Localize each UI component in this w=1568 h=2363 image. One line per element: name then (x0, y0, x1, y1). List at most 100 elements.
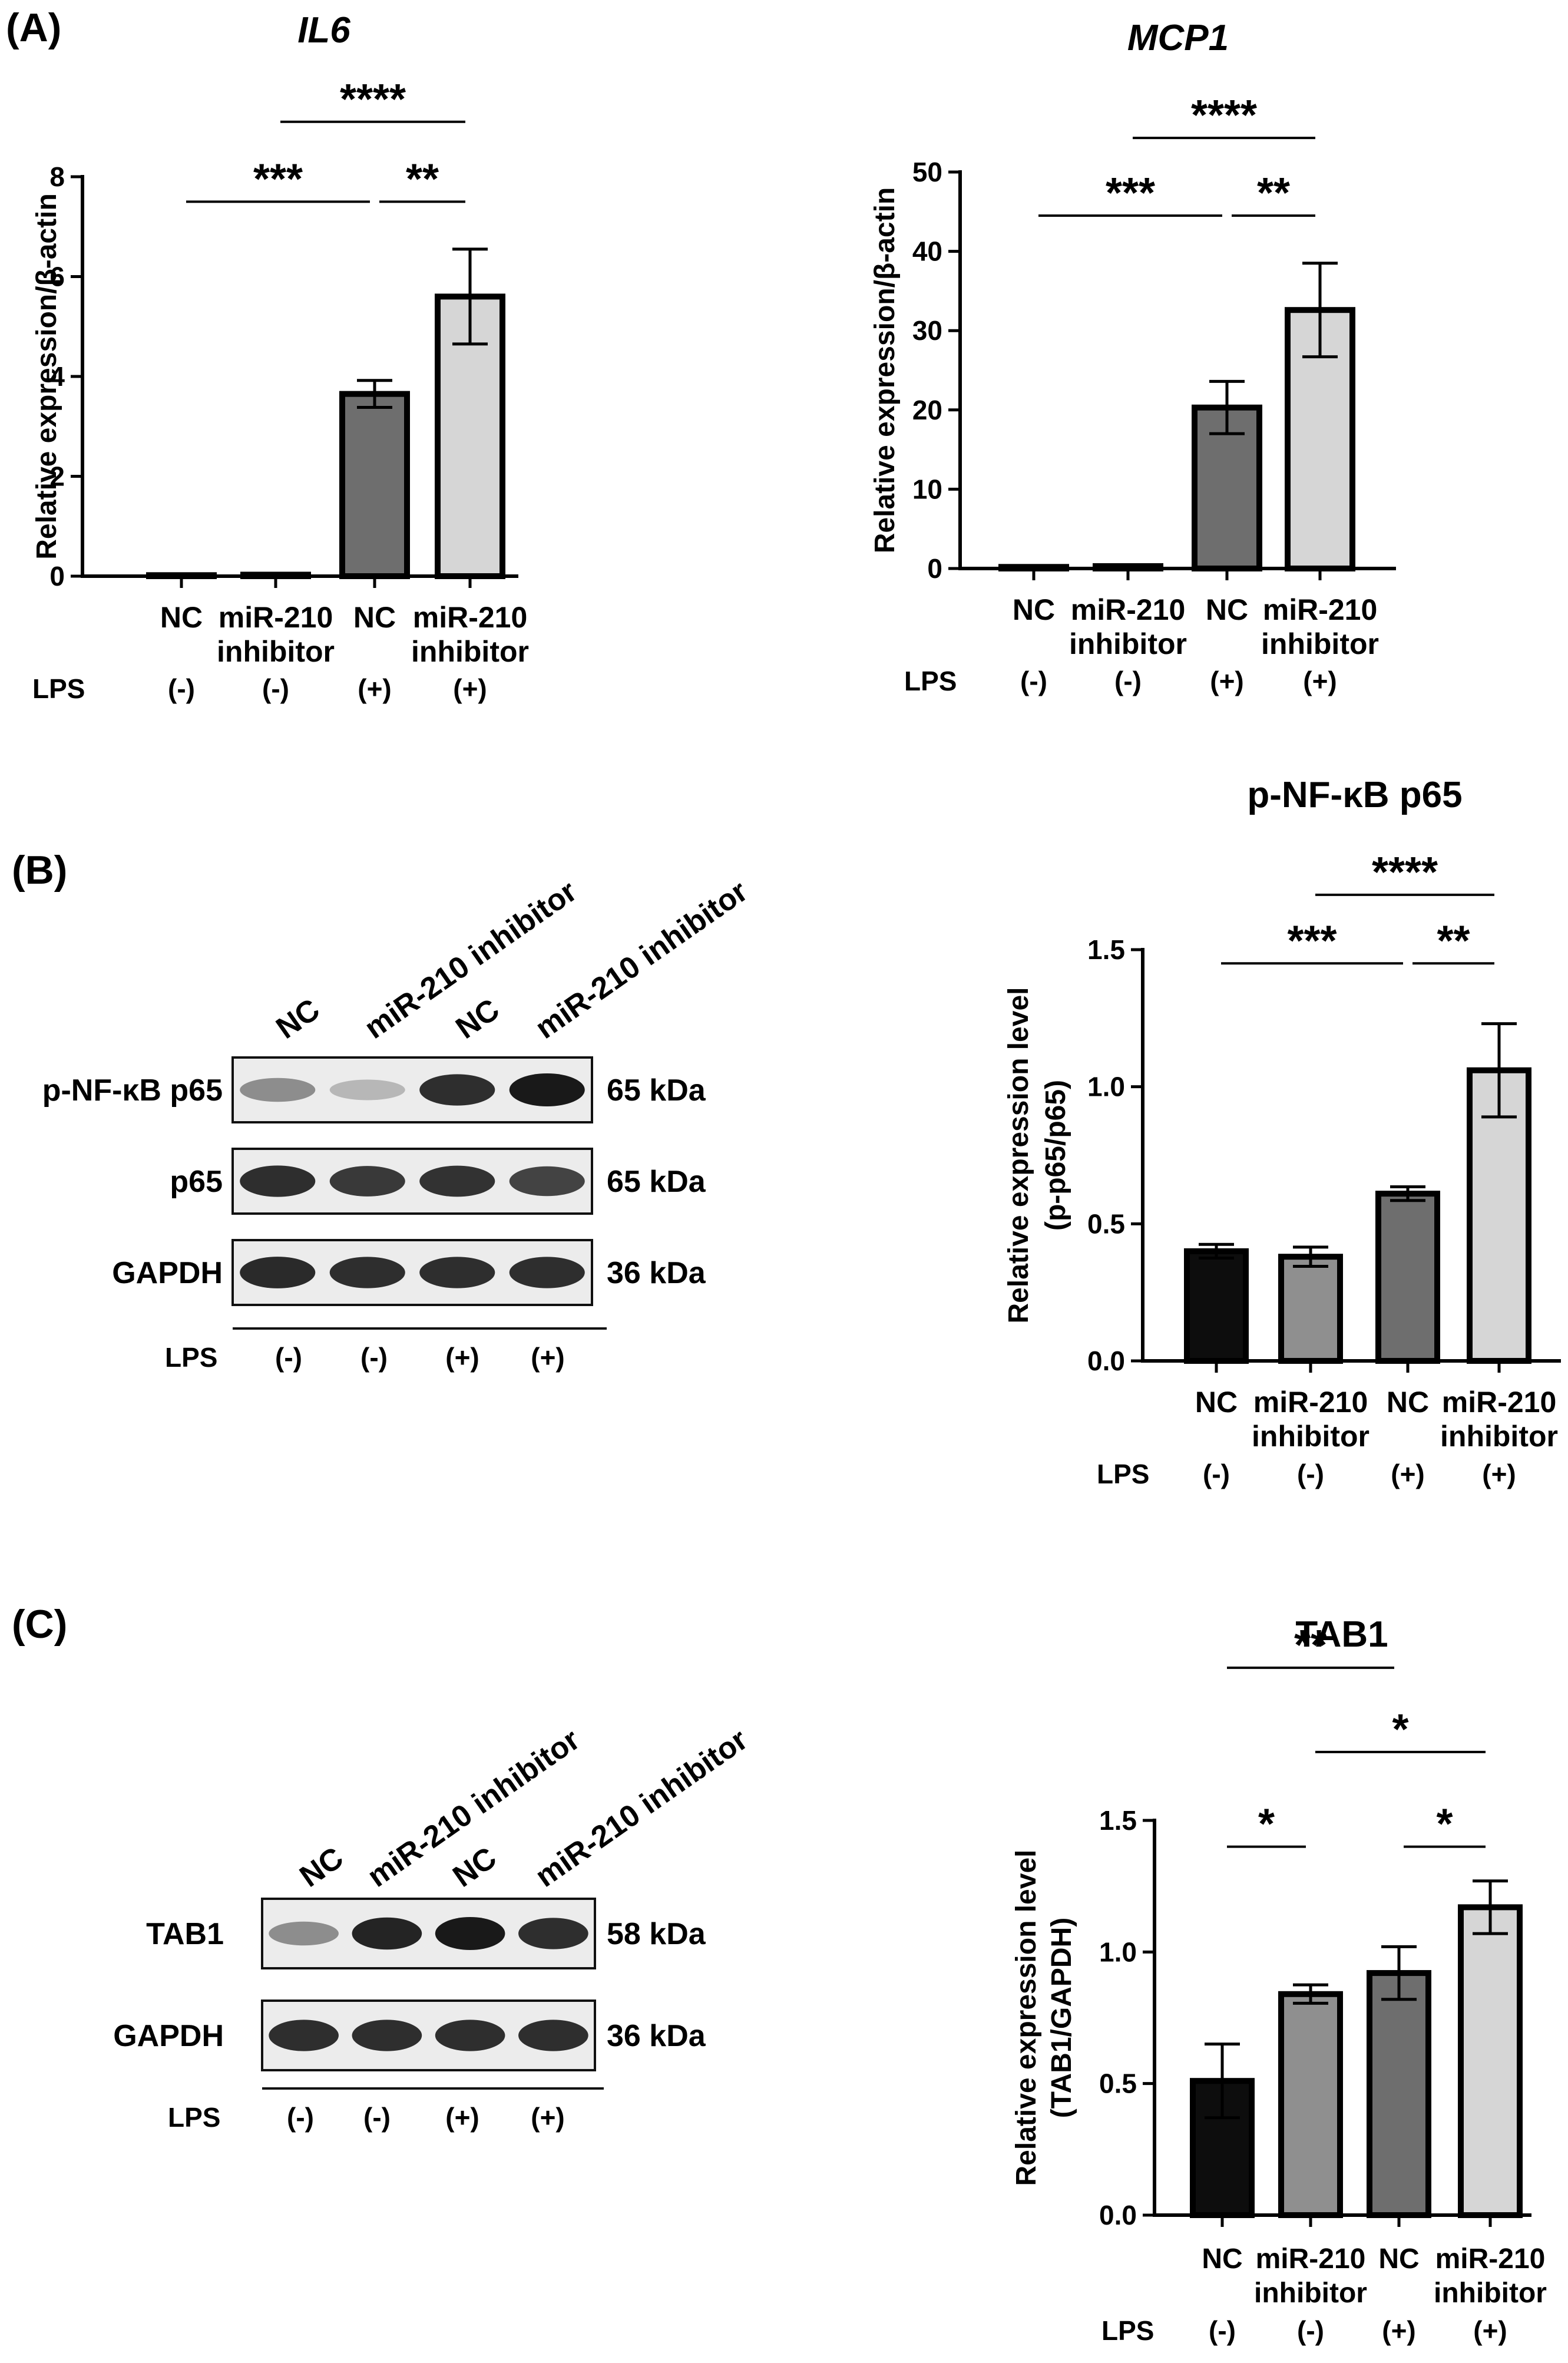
mcp1-bar (1093, 563, 1163, 571)
pnfkb-bar (1467, 1067, 1531, 1364)
blot-b-row-label: GAPDH (112, 1256, 223, 1290)
blot-c-band (518, 2020, 588, 2051)
mcp1-y-tick-label: 40 (912, 236, 942, 267)
pnfkb-significance-label: ** (1437, 917, 1470, 964)
chart-tab1: TAB1 Relative expression level (TAB1/GAPDH… (1011, 1614, 1547, 2346)
il6-category-label: miR-210 (219, 601, 333, 634)
pnfkb-category-label: NC (1195, 1386, 1238, 1419)
blot-b-band (509, 1166, 585, 1197)
tab1-bar (1278, 1991, 1343, 2219)
tab1-significance-label: * (1436, 1801, 1453, 1848)
blot-b-band (509, 1073, 585, 1106)
blot-c-lps-label: LPS (168, 2102, 220, 2133)
pnfkb-y-tick-label: 1.5 (1087, 934, 1125, 965)
tab1-y-tick-label: 0.0 (1099, 2200, 1137, 2230)
mcp1-y-tick-label: 10 (912, 474, 942, 504)
il6-lps-value: (+) (453, 673, 487, 704)
blot-b-band (329, 1166, 405, 1197)
blot-b-kda-label: 65 kDa (607, 1073, 706, 1108)
tab1-significance-label: * (1392, 1706, 1408, 1753)
il6-bar (146, 572, 217, 579)
blot-c-band (269, 2020, 339, 2051)
pnfkb-category-label: miR-210 (1253, 1386, 1368, 1419)
pnfkb-ylabel: Relative expression level (1003, 987, 1034, 1324)
pnfkb-lps-value: (-) (1297, 1459, 1324, 1489)
il6-significance-label: *** (253, 156, 303, 203)
tab1-significance-label: * (1258, 1801, 1275, 1848)
blot-c-kda-label: 36 kDa (607, 2019, 706, 2053)
pnfkb-lps-value: (+) (1482, 1459, 1516, 1489)
il6-category-label: NC (353, 601, 396, 634)
blot-b-band (419, 1165, 495, 1197)
mcp1-significance-label: ** (1257, 170, 1290, 217)
il6-category-label: miR-210 (413, 601, 528, 634)
blot-c-band (352, 2020, 422, 2051)
il6-bar (339, 391, 410, 579)
tab1-lps-value: (+) (1382, 2315, 1416, 2346)
mcp1-category-label: miR-210 (1071, 593, 1186, 626)
blot-b-band (419, 1257, 495, 1288)
il6-y-tick-label: 0 (49, 561, 65, 591)
mcp1-category-sublabel: inhibitor (1069, 627, 1187, 660)
tab1-category-sublabel: inhibitor (1434, 2278, 1547, 2309)
tab1-ylabel: Relative expression level (1011, 1850, 1042, 2186)
tab1-lps-value: (+) (1473, 2315, 1507, 2346)
mcp1-y-tick-label: 30 (912, 315, 942, 346)
tab1-category-label: miR-210 (1435, 2243, 1546, 2275)
blot-c-row-label: TAB1 (146, 1917, 224, 1951)
pnfkb-y-tick-label: 0.0 (1087, 1346, 1125, 1376)
il6-y-tick-label: 8 (49, 161, 65, 192)
blot-c-kda-label: 58 kDa (607, 1917, 706, 1951)
blot-b-row-label: p65 (170, 1165, 223, 1199)
blot-c-band (435, 2020, 505, 2051)
mcp1-y-tick-label: 50 (912, 157, 942, 187)
blot-c-band (352, 1917, 422, 1950)
mcp1-lps-label: LPS (904, 666, 957, 696)
il6-y-tick-label: 2 (49, 461, 65, 492)
pnfkb-ylabel-2: (p-p65/p65) (1040, 1080, 1071, 1231)
blot-b-lps-label: LPS (165, 1342, 217, 1373)
pnfkb-significance-label: **** (1372, 849, 1438, 896)
il6-category-label: NC (160, 601, 203, 634)
panel-label-a: (A) (6, 5, 61, 50)
tab1-y-tick-label: 0.5 (1099, 2068, 1137, 2099)
blot-c-band (518, 1918, 588, 1949)
il6-y-tick-label: 6 (49, 262, 65, 292)
mcp1-category-label: NC (1206, 593, 1248, 626)
pnfkb-lps-label: LPS (1097, 1459, 1149, 1489)
il6-y-tick-label: 4 (49, 361, 65, 392)
tab1-category-label: NC (1202, 2243, 1242, 2275)
blot-b-lps-value: (-) (360, 1342, 388, 1373)
il6-significance-label: ** (406, 156, 439, 203)
mcp1-y-tick-label: 20 (912, 395, 942, 425)
blot-b-band (329, 1079, 405, 1100)
tab1-significance-label: ** (1294, 1622, 1327, 1669)
mcp1-lps-value: (+) (1210, 666, 1244, 696)
pnfkb-lps-value: (-) (1203, 1459, 1230, 1489)
il6-ylabel: Relative expression/β-actin (31, 193, 62, 560)
tab1-category-label: miR-210 (1256, 2243, 1366, 2275)
mcp1-ylabel: Relative expression/β-actin (869, 187, 901, 554)
tab1-bar (1367, 1970, 1431, 2218)
blot-c-band (435, 1917, 505, 1950)
tab1-bar (1458, 1904, 1523, 2218)
pnfkb-y-tick-label: 1.0 (1087, 1072, 1125, 1102)
mcp1-significance-label: **** (1191, 92, 1257, 139)
mcp1-title: MCP1 (1127, 18, 1229, 58)
blot-b-kda-label: 36 kDa (607, 1256, 706, 1290)
pnfkb-lps-value: (+) (1391, 1459, 1425, 1489)
blot-b-band (240, 1165, 316, 1197)
blot-b-lps-value: (+) (445, 1342, 479, 1373)
pnfkb-significance-label: *** (1287, 917, 1337, 964)
mcp1-category-label: miR-210 (1263, 593, 1378, 626)
mcp1-bar (998, 564, 1069, 571)
chart-mcp1: MCP1 Relative expression/β-actin 0 10 20 30 40… (869, 18, 1396, 696)
tab1-category-label: NC (1378, 2243, 1419, 2275)
blot-c-lane-label: NC (447, 1840, 503, 1894)
pnfkb-category-label: NC (1387, 1386, 1429, 1419)
pnfkb-bar (1184, 1248, 1249, 1364)
